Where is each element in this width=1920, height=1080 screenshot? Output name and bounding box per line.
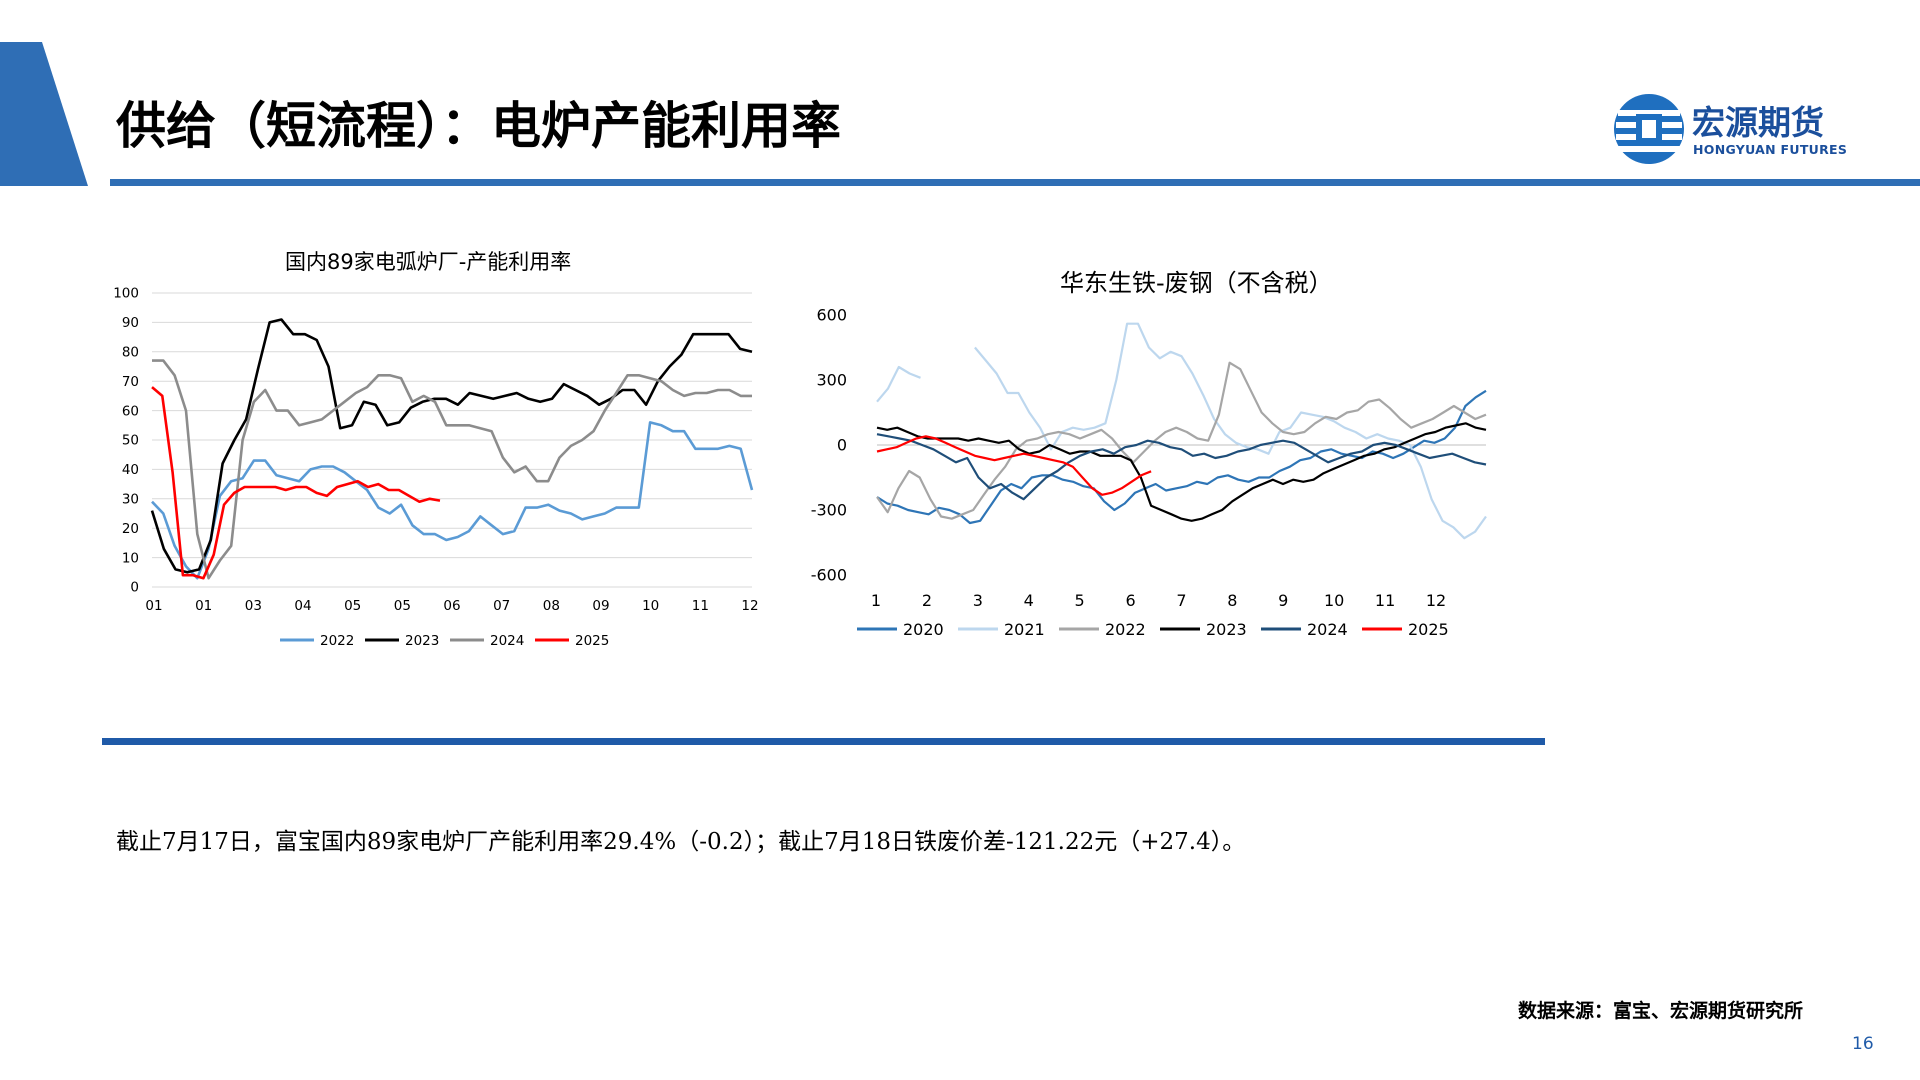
legend-label-2023: 2023 <box>1206 620 1247 639</box>
y-tick-label: 50 <box>122 433 139 449</box>
legend-label-2025: 2025 <box>1408 620 1449 639</box>
series-line-2023 <box>150 318 753 574</box>
logo-chinese-name: 宏源期货 <box>1692 103 1824 142</box>
x-tick-label: 5 <box>1075 591 1085 610</box>
y-tick-label: 20 <box>122 521 139 537</box>
y-tick-label: 40 <box>122 462 139 478</box>
series-line-2022 <box>151 421 754 580</box>
x-tick-label: 4 <box>1024 591 1034 610</box>
x-tick-label: 10 <box>642 598 659 614</box>
legend-label-2022: 2022 <box>320 633 354 649</box>
series-line-2024 <box>876 433 1487 501</box>
y-tick-label: 70 <box>122 374 139 390</box>
x-tick-label: 2 <box>922 591 932 610</box>
legend-label-2022: 2022 <box>1105 620 1146 639</box>
series-line-2023 <box>876 422 1487 522</box>
legend-label-2023: 2023 <box>405 633 439 649</box>
y-tick-label: 0 <box>130 580 139 596</box>
y-tick-label: 60 <box>122 403 139 419</box>
series-line-2025 <box>876 435 1152 496</box>
y-tick-label: 10 <box>122 550 139 566</box>
series-line-2020 <box>876 389 1487 525</box>
legend-label-2024: 2024 <box>490 633 524 649</box>
x-tick-label: 7 <box>1176 591 1186 610</box>
x-tick-label: 05 <box>344 598 361 614</box>
page-title: 供给（短流程）：电炉产能利用率 <box>116 97 841 155</box>
series-line-2025 <box>151 386 441 580</box>
logo-mark-icon <box>1614 94 1684 164</box>
x-tick-label: 07 <box>493 598 510 614</box>
y-tick-label: 80 <box>122 345 139 361</box>
y-tick-label: 0 <box>837 436 847 455</box>
summary-text: 截止7月17日，富宝国内89家电炉厂产能利用率29.4%（-0.2）；截止7月1… <box>116 829 1246 855</box>
logo-english-name: HONGYUAN FUTURES <box>1693 142 1848 157</box>
y-tick-label: 300 <box>816 371 847 390</box>
x-tick-label: 12 <box>741 598 758 614</box>
chart2-title: 华东生铁-废钢（不含税） <box>1060 269 1333 297</box>
x-tick-label: 6 <box>1125 591 1135 610</box>
y-tick-label: 90 <box>122 315 139 331</box>
series-line-2024 <box>152 359 752 580</box>
legend-label-2025: 2025 <box>575 633 609 649</box>
x-tick-label: 1 <box>871 591 881 610</box>
x-tick-label: 04 <box>294 598 311 614</box>
y-tick-label: -600 <box>811 566 847 585</box>
y-tick-label: 100 <box>113 286 139 302</box>
legend-label-2020: 2020 <box>903 620 944 639</box>
x-tick-label: 11 <box>1375 591 1395 610</box>
title-underline <box>110 179 1920 186</box>
y-tick-label: 600 <box>816 306 847 325</box>
x-tick-label: 9 <box>1278 591 1288 610</box>
chart-capacity-utilization: 0 10 20 30 40 50 60 70 80 90 100 01 01 03 04 05 05 06 07 08… <box>113 286 758 649</box>
legend-label-2024: 2024 <box>1307 620 1348 639</box>
x-tick-label: 12 <box>1426 591 1446 610</box>
x-tick-label: 10 <box>1324 591 1344 610</box>
x-tick-label: 05 <box>394 598 411 614</box>
x-tick-label: 03 <box>245 598 262 614</box>
legend-label-2021: 2021 <box>1004 620 1045 639</box>
company-logo: 宏源期货 HONGYUAN FUTURES <box>1612 92 1862 166</box>
x-tick-label: 08 <box>543 598 560 614</box>
page-number: 16 <box>1852 1034 1874 1054</box>
x-tick-label: 8 <box>1227 591 1237 610</box>
x-tick-label: 01 <box>195 598 212 614</box>
corner-decoration <box>0 42 88 186</box>
x-tick-label: 11 <box>692 598 709 614</box>
y-tick-label: 30 <box>122 492 139 508</box>
series-line-2021 <box>876 322 1487 540</box>
x-tick-label: 06 <box>443 598 460 614</box>
section-divider <box>102 738 1545 745</box>
series-line-2022 <box>876 361 1487 520</box>
x-tick-label: 01 <box>145 598 162 614</box>
chart1-title: 国内89家电弧炉厂-产能利用率 <box>285 250 572 274</box>
x-tick-label: 3 <box>973 591 983 610</box>
y-tick-label: -300 <box>811 501 847 520</box>
data-source: 数据来源：富宝、宏源期货研究所 <box>1518 1000 1804 1022</box>
x-tick-label: 09 <box>592 598 609 614</box>
